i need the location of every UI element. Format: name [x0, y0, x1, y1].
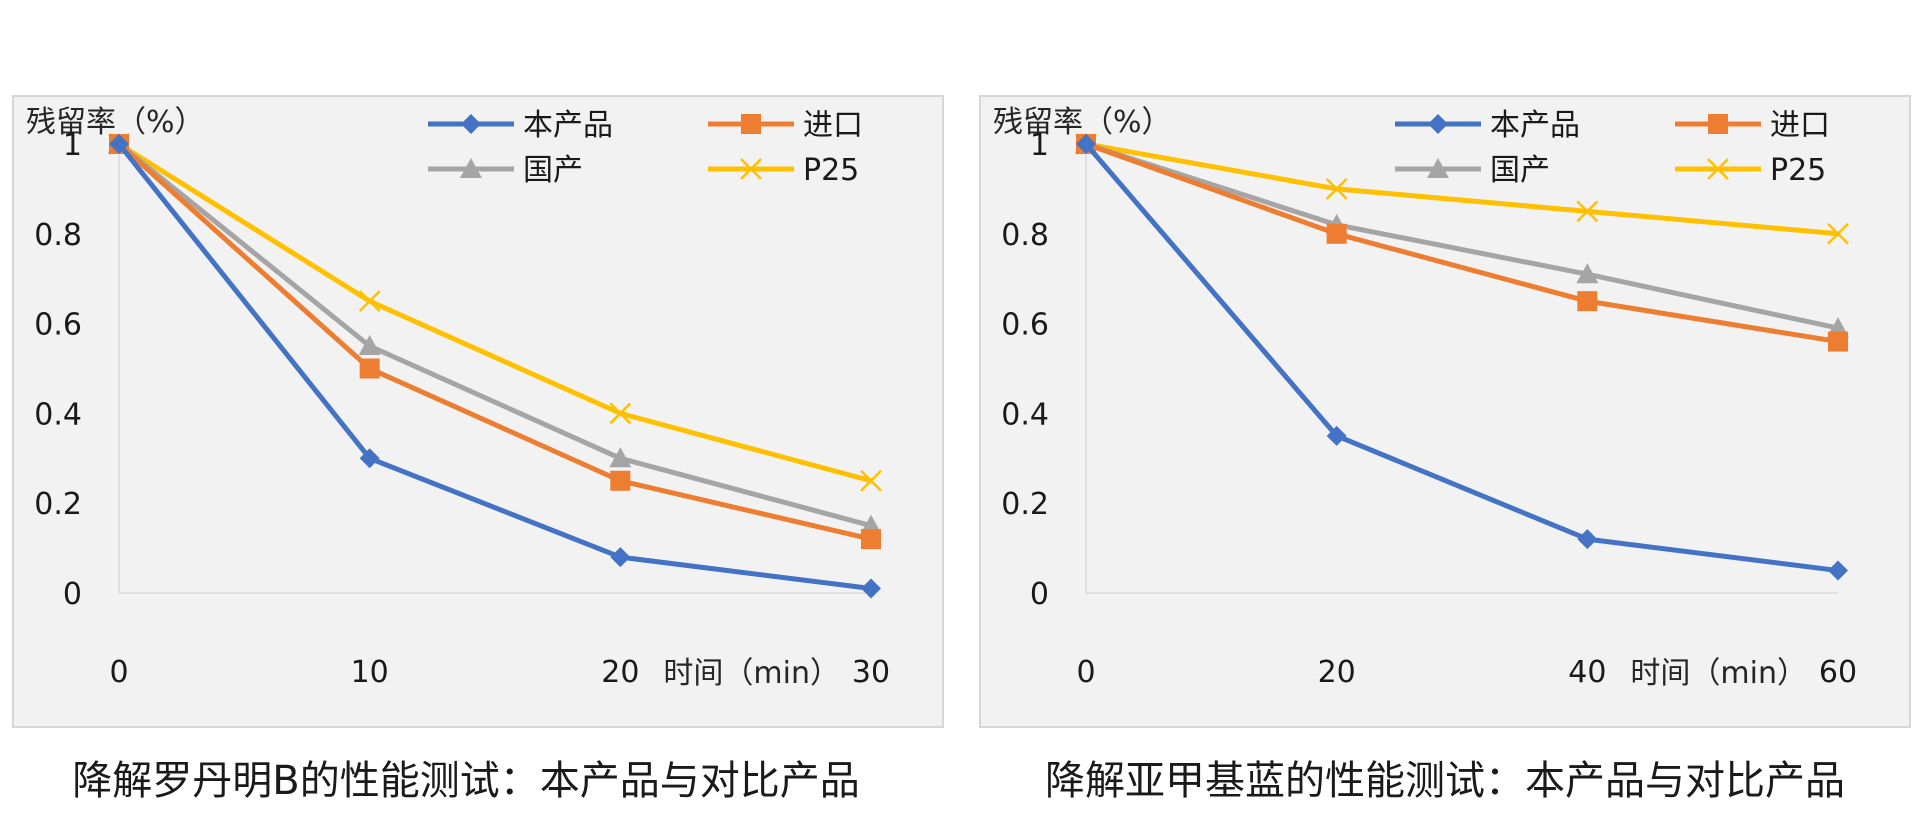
x-tick-label: 10	[351, 655, 389, 690]
series-line-0	[1084, 142, 1839, 574]
data-point-3-1-stroke-b	[358, 290, 381, 313]
x-tick-label: 40	[1568, 655, 1606, 690]
legend-marker-0	[461, 114, 481, 134]
chart-title-methylene-blue: 降解亚甲基蓝的性能测试：本产品与对比产品	[1045, 758, 1845, 804]
legend-label-1: 进口	[1770, 108, 1830, 143]
series-0	[109, 134, 881, 599]
legend-marker-3-stroke-b	[1707, 158, 1729, 180]
legend-entry-0: 本产品	[428, 108, 613, 143]
x-tick-label: 0	[109, 655, 128, 690]
data-point-3-2-stroke-b	[1576, 200, 1599, 223]
x-tick-label: 20	[1318, 655, 1356, 690]
data-point-0-3	[861, 578, 881, 599]
legend-entry-1: 进口	[708, 108, 863, 143]
legend-label-0: 本产品	[1490, 108, 1580, 143]
data-point-0-1	[359, 448, 380, 469]
legend-entry-1: 进口	[1675, 108, 1830, 143]
data-point-0-2	[1577, 529, 1598, 550]
series-line-0	[117, 142, 872, 591]
data-point-2-1	[358, 335, 381, 356]
data-point-0-0	[109, 134, 129, 154]
x-axis-label: 时间（min）	[1630, 656, 1807, 691]
data-point-3-1-stroke-b	[1325, 178, 1348, 200]
legend-marker-3	[1707, 158, 1729, 180]
legend-label-2: 国产	[523, 153, 583, 188]
y-tick-label: 0.2	[1001, 487, 1049, 522]
legend-entry-3: P25	[1675, 153, 1826, 188]
legend-marker-1	[741, 114, 761, 134]
legend-marker-3	[740, 158, 762, 180]
series-line-3	[117, 141, 872, 484]
series-0	[1076, 134, 1848, 581]
series-line-2	[1085, 141, 1839, 331]
data-point-3-3-stroke-b	[1827, 222, 1849, 245]
series-line-3	[1085, 141, 1839, 237]
legend-label-1: 进口	[803, 108, 863, 143]
legend-label-3: P25	[803, 153, 859, 188]
data-point-3-2-stroke-b	[609, 402, 632, 425]
data-point-1-1	[359, 358, 380, 379]
legend-marker-2	[460, 158, 482, 178]
y-tick-label: 1	[63, 128, 82, 163]
y-tick-label: 0.8	[34, 218, 82, 253]
x-tick-label: 60	[1819, 655, 1857, 690]
data-point-3-2	[1576, 200, 1599, 223]
x-tick-label: 0	[1076, 655, 1095, 690]
data-point-1-2	[1577, 291, 1598, 312]
data-point-0-3	[1828, 560, 1848, 581]
series-line-1	[117, 142, 872, 542]
y-tick-label: 0	[1030, 577, 1049, 612]
data-point-3-3	[1827, 222, 1849, 245]
data-point-0-1	[1326, 425, 1347, 446]
series-2	[108, 133, 882, 535]
legend-entry-0: 本产品	[1395, 108, 1580, 143]
legend-marker-3-stroke-b	[740, 158, 762, 180]
y-tick-label: 1	[1030, 128, 1049, 163]
data-point-2-2	[609, 447, 632, 468]
legend-label-2: 国产	[1490, 153, 1550, 188]
y-tick-label: 0.6	[34, 308, 82, 343]
series-3	[1075, 133, 1849, 245]
y-tick-label: 0.2	[34, 487, 82, 522]
y-tick-label: 0.8	[1001, 218, 1049, 253]
data-point-3-3	[860, 469, 882, 492]
x-tick-label: 30	[852, 655, 890, 690]
chart-title-rhodamine-b: 降解罗丹明B的性能测试：本产品与对比产品	[72, 758, 860, 804]
legend-label-3: P25	[1770, 153, 1826, 188]
legend-label-0: 本产品	[523, 108, 613, 143]
series-3	[108, 133, 882, 492]
y-tick-label: 0.4	[1001, 397, 1049, 432]
y-tick-label: 0.4	[34, 397, 82, 432]
data-point-1-1	[1326, 223, 1347, 244]
data-point-3-1	[358, 290, 381, 313]
legend-entry-2: 国产	[428, 153, 583, 188]
y-tick-label: 0.6	[1001, 308, 1049, 343]
chart-panel-methylene-blue: 残留率（%） 0 0.2 0.4 0.6 0.8 1 0 20 40 60 时间（min） 本产品 进口国…	[979, 95, 1911, 728]
data-point-3-2	[609, 402, 632, 425]
data-point-3-1	[1325, 178, 1348, 200]
legend-entry-2: 国产	[1395, 153, 1550, 188]
series-line-1	[1085, 141, 1839, 345]
data-point-1-2	[610, 470, 631, 491]
series-1	[109, 134, 881, 550]
y-tick-label: 0	[63, 577, 82, 612]
data-point-1-3	[1828, 331, 1848, 352]
data-point-1-3	[861, 529, 881, 550]
data-point-0-0	[1076, 134, 1096, 154]
series-line-2	[117, 142, 872, 529]
data-point-3-3-stroke-b	[860, 469, 882, 492]
legend-marker-0	[1428, 114, 1448, 134]
x-axis-label: 时间（min）	[663, 656, 840, 691]
legend-marker-2	[1427, 158, 1449, 178]
chart-panel-rhodamine-b: 残留率（%） 0 0.2 0.4 0.6 0.8 1 0 10 20 30 时间（min） 本产品 进口国…	[12, 95, 944, 728]
x-tick-label: 20	[601, 655, 639, 690]
legend-entry-3: P25	[708, 153, 859, 188]
data-point-2-2	[1576, 263, 1599, 284]
legend-marker-1	[1708, 114, 1728, 134]
data-point-0-2	[610, 547, 631, 568]
